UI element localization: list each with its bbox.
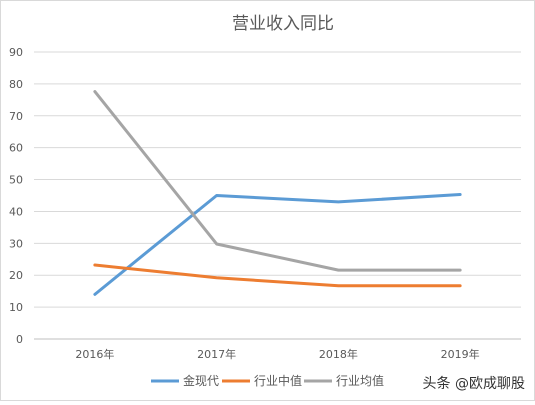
series-line-3 bbox=[93, 90, 462, 272]
legend-label: 行业均值 bbox=[336, 373, 384, 388]
y-tick-label: 20 bbox=[9, 269, 23, 282]
y-tick-label: 60 bbox=[9, 142, 23, 155]
legend: 金现代 行业中值 行业均值 bbox=[151, 373, 384, 388]
series-line-2 bbox=[93, 263, 462, 288]
gridlines bbox=[34, 51, 521, 340]
y-tick-label: 50 bbox=[9, 174, 23, 187]
y-tick-label: 0 bbox=[16, 333, 23, 346]
x-tick-label: 2019年 bbox=[441, 347, 480, 361]
x-axis-ticks: 2016年 2017年 2018年 2019年 bbox=[75, 347, 479, 361]
series-lines bbox=[93, 90, 462, 296]
y-tick-label: 10 bbox=[9, 301, 23, 314]
legend-label: 行业中值 bbox=[254, 373, 302, 388]
y-tick-label: 90 bbox=[9, 46, 23, 59]
x-tick-label: 2016年 bbox=[75, 347, 114, 361]
y-tick-label: 40 bbox=[9, 205, 23, 218]
watermark: 头条 @欧成聊股 bbox=[422, 376, 525, 392]
y-tick-label: 70 bbox=[9, 110, 23, 123]
series-line-1 bbox=[93, 193, 462, 296]
y-tick-label: 30 bbox=[9, 237, 23, 250]
x-tick-label: 2018年 bbox=[319, 347, 358, 361]
y-tick-label: 80 bbox=[9, 78, 23, 91]
x-tick-label: 2017年 bbox=[197, 347, 236, 361]
y-axis-ticks: 0 10 20 30 40 50 60 70 80 90 bbox=[9, 46, 23, 346]
legend-label: 金现代 bbox=[183, 373, 219, 388]
chart-title: 营业收入同比 bbox=[232, 14, 334, 34]
